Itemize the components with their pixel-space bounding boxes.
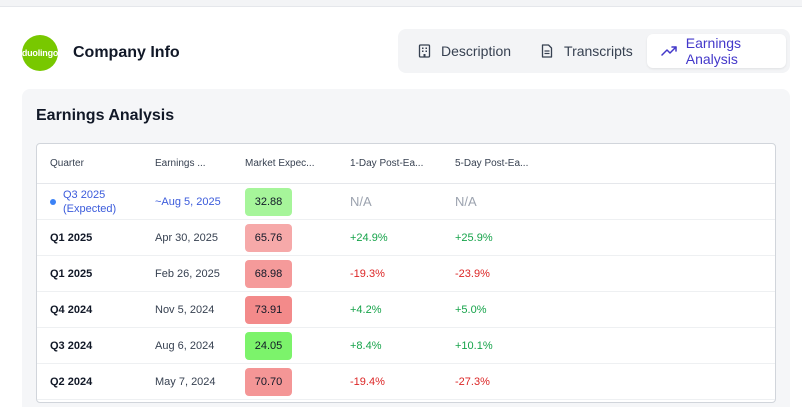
earnings-date-cell: Nov 5, 2024	[155, 303, 215, 316]
column-header-quarter[interactable]: Quarter	[50, 158, 84, 169]
quarter-cell: Q2 2024	[50, 375, 93, 388]
five-day-cell: -23.9%	[455, 267, 490, 280]
one-day-cell: +4.2%	[350, 303, 382, 316]
company-logo: duolingo	[22, 35, 58, 71]
trending-up-icon	[661, 43, 677, 59]
table-row: Q3 2024 Aug 6, 2024 24.05 +8.4% +10.1%	[37, 328, 775, 364]
quarter-cell: Q1 2025	[50, 231, 93, 244]
expected-quarter: Q3 2025 (Expected)	[50, 188, 141, 216]
building-icon	[416, 43, 432, 59]
market-expectation-cell: 32.88	[231, 187, 336, 216]
quarter-cell: Q4 2024	[50, 303, 93, 316]
one-day-cell: +8.4%	[350, 339, 382, 352]
quarter-cell: Q3 2024	[50, 339, 93, 352]
table-row: Q1 2025 Apr 30, 2025 65.76 +24.9% +25.9%	[37, 220, 775, 256]
market-expectation-cell: 73.91	[231, 295, 336, 324]
market-expectation-badge: 32.88	[245, 187, 292, 216]
quarter-cell: Q3 2025 (Expected)	[37, 188, 141, 216]
earnings-table: Quarter Earnings ... Market Expec... 1-D…	[36, 143, 776, 403]
column-header-1-day-post-earnings[interactable]: 1-Day Post-Ea...	[350, 158, 424, 169]
tab-description[interactable]: Description	[402, 34, 525, 68]
five-day-cell: -27.3%	[455, 375, 490, 388]
table-header-row: Quarter Earnings ... Market Expec... 1-D…	[37, 144, 775, 184]
five-day-cell: +10.1%	[455, 339, 493, 352]
one-day-cell: -19.3%	[350, 267, 385, 280]
column-header-5-day-post-earnings[interactable]: 5-Day Post-Ea...	[455, 158, 529, 169]
expected-quarter-label: Q3 2025	[63, 188, 106, 201]
market-expectation-badge: 24.05	[245, 331, 292, 360]
one-day-cell: N/A	[350, 194, 372, 209]
document-icon	[539, 43, 555, 59]
tab-earnings-analysis[interactable]: Earnings Analysis	[646, 34, 786, 68]
tab-earnings-analysis-label: Earnings Analysis	[685, 35, 742, 67]
earnings-date-cell: May 7, 2024	[155, 375, 216, 388]
table-row: Q4 2024 Nov 5, 2024 73.91 +4.2% +5.0%	[37, 292, 775, 328]
earnings-analysis-panel: Earnings Analysis Quarter Earnings ... M…	[22, 89, 790, 407]
company-info-card: duolingo Company Info Description Transc…	[0, 6, 802, 407]
tab-transcripts[interactable]: Transcripts	[525, 34, 647, 68]
market-expectation-cell: 24.05	[231, 331, 336, 360]
one-day-cell: -19.4%	[350, 375, 385, 388]
column-header-earnings-date[interactable]: Earnings ...	[155, 158, 206, 169]
one-day-cell: +24.9%	[350, 231, 388, 244]
table-body: Q1 2025 Apr 30, 2025 65.76 +24.9% +25.9% Q1 2…	[37, 220, 775, 400]
five-day-cell: +5.0%	[455, 303, 487, 316]
earnings-date-cell: Apr 30, 2025	[155, 231, 218, 244]
table-row-expected: Q3 2025 (Expected) ~Aug 5, 2025 32.88 N/…	[37, 184, 775, 220]
market-expectation-cell: 70.70	[231, 367, 336, 396]
tab-transcripts-label: Transcripts	[564, 43, 633, 59]
expected-dot-icon	[50, 198, 56, 205]
tab-description-label: Description	[441, 43, 512, 59]
five-day-cell: N/A	[455, 194, 477, 209]
market-expectation-badge: 68.98	[245, 259, 292, 288]
expected-quarter-sublabel: (Expected)	[63, 202, 117, 215]
column-header-market-expectation[interactable]: Market Expec...	[245, 158, 315, 169]
earnings-date-cell: ~Aug 5, 2025	[155, 195, 221, 208]
company-header: duolingo Company Info	[22, 35, 180, 71]
panel-title: Earnings Analysis	[36, 107, 175, 124]
market-expectation-badge: 73.91	[245, 295, 292, 324]
earnings-date-cell: Feb 26, 2025	[155, 267, 220, 280]
earnings-date-cell: Aug 6, 2024	[155, 339, 215, 352]
five-day-cell: +25.9%	[455, 231, 493, 244]
market-expectation-badge: 70.70	[245, 367, 292, 396]
market-expectation-cell: 68.98	[231, 259, 336, 288]
company-title: Company Info	[73, 44, 180, 61]
market-expectation-badge: 65.76	[245, 223, 292, 252]
market-expectation-cell: 65.76	[231, 223, 336, 252]
quarter-cell: Q1 2025	[50, 267, 93, 280]
table-row: Q1 2025 Feb 26, 2025 68.98 -19.3% -23.9%	[37, 256, 775, 292]
table-row: Q2 2024 May 7, 2024 70.70 -19.4% -27.3%	[37, 364, 775, 400]
tab-bar: Description Transcripts Earnings Analysi…	[398, 29, 790, 73]
